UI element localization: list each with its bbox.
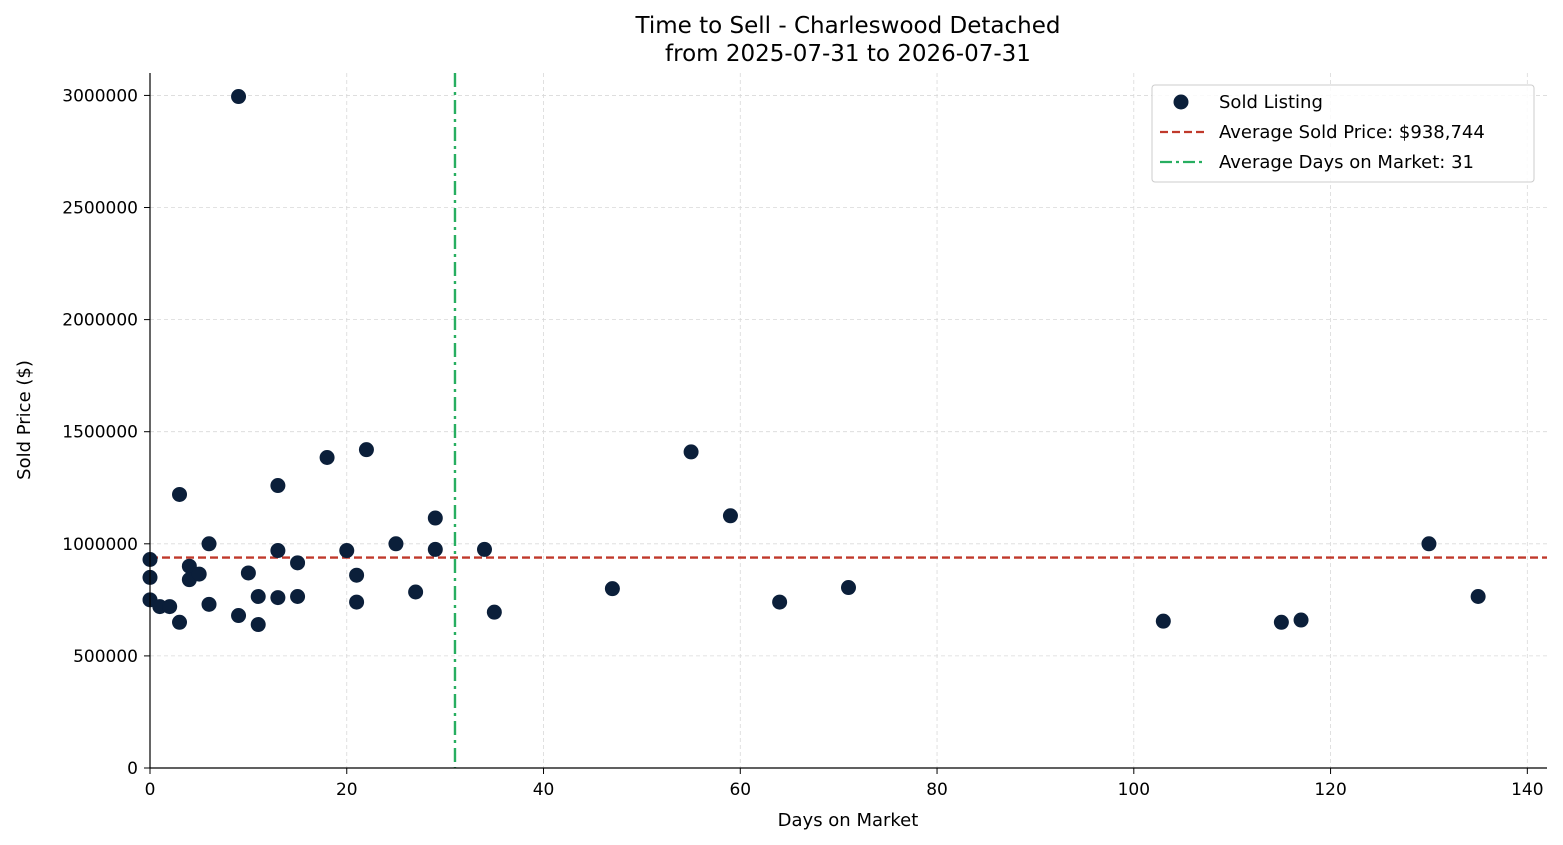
x-tick-label: 60: [729, 780, 751, 800]
chart-subtitle: from 2025-07-31 to 2026-07-31: [665, 41, 1031, 67]
data-point: [604, 581, 620, 597]
legend: Sold Listing Average Sold Price: $938,74…: [1151, 84, 1535, 183]
data-point: [1273, 614, 1289, 630]
reference-lines: [150, 73, 1547, 768]
x-tick-label: 0: [145, 780, 156, 800]
data-point: [1293, 612, 1309, 628]
data-point: [427, 541, 443, 557]
data-point: [201, 596, 217, 612]
data-point: [250, 617, 266, 633]
data-point: [172, 486, 188, 502]
data-point: [270, 478, 286, 494]
data-point: [486, 604, 502, 620]
data-point: [290, 555, 306, 571]
x-tick-label: 80: [926, 780, 948, 800]
data-point: [231, 89, 247, 105]
legend-label-sold-listing: Sold Listing: [1219, 92, 1323, 113]
data-point: [240, 565, 256, 581]
y-tick-label: 3000000: [62, 86, 138, 106]
y-tick-label: 2000000: [62, 311, 138, 331]
data-point: [162, 599, 178, 615]
data-point: [270, 590, 286, 606]
data-point: [349, 594, 365, 610]
data-point: [250, 588, 266, 604]
x-axis-label: Days on Market: [778, 810, 919, 831]
data-point: [772, 594, 788, 610]
data-point: [191, 566, 207, 582]
y-tick-label: 500000: [73, 647, 138, 667]
data-point: [841, 580, 856, 596]
y-tick-label: 2500000: [62, 199, 138, 219]
x-tick-label: 40: [533, 780, 555, 800]
data-point: [172, 614, 188, 630]
axes: [149, 73, 1547, 769]
y-tick-label: 1000000: [62, 535, 138, 555]
legend-label-avg-price: Average Sold Price: $938,744: [1219, 122, 1485, 143]
legend-marker-sold-listing: [1173, 94, 1189, 110]
data-point: [476, 541, 492, 557]
data-point: [319, 449, 335, 465]
y-axis-label: Sold Price ($): [14, 360, 35, 480]
legend-box: [1151, 84, 1535, 183]
chart-title: Time to Sell - Charleswood Detached: [635, 13, 1061, 39]
data-point: [339, 543, 355, 559]
data-point: [408, 584, 424, 600]
x-tick-label: 140: [1511, 780, 1543, 800]
data-point: [1155, 613, 1171, 629]
data-point: [427, 510, 443, 526]
data-point: [388, 536, 404, 552]
data-point: [683, 444, 699, 460]
data-point: [201, 536, 217, 552]
legend-label-avg-days: Average Days on Market: 31: [1219, 152, 1474, 173]
data-point: [1421, 536, 1437, 552]
y-tick-label: 0: [127, 759, 138, 779]
data-point: [722, 508, 738, 524]
data-point: [358, 442, 374, 458]
data-point: [270, 543, 286, 559]
data-point: [349, 567, 365, 583]
data-point: [290, 588, 306, 604]
x-tick-label: 20: [336, 780, 358, 800]
data-point: [231, 608, 247, 624]
x-tick-label: 100: [1118, 780, 1150, 800]
y-tick-label: 1500000: [62, 423, 138, 443]
x-tick-label: 120: [1314, 780, 1346, 800]
data-point: [1470, 588, 1486, 604]
ticks: 0 20 40 60 80 100 120 140 0 500000 1000000 1500000 2…: [62, 86, 1543, 800]
